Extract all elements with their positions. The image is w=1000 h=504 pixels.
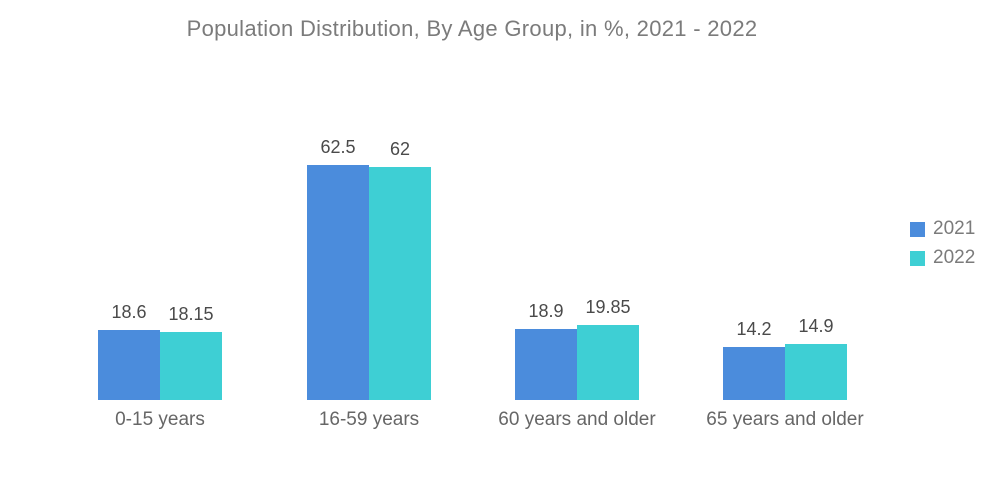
chart-title: Population Distribution, By Age Group, i… — [186, 16, 758, 41]
bar-column: 18.15 — [160, 304, 222, 400]
bar-2022-16-59-years — [369, 167, 431, 400]
category-label: 0-15 years — [115, 409, 205, 430]
bar-column: 18.6 — [98, 302, 160, 400]
legend-label-2022: 2022 — [933, 247, 976, 268]
bar-column: 14.9 — [785, 316, 847, 400]
bar-pair: 18.6 18.15 — [98, 302, 222, 400]
legend: 2021 2022 — [910, 218, 975, 276]
bar-2022-0-15-years — [160, 332, 222, 400]
value-label-2022: 18.15 — [168, 304, 214, 324]
bar-pair: 18.9 19.85 — [515, 297, 639, 400]
value-label-2022: 19.85 — [585, 297, 631, 317]
plot-area: 18.6 18.15 0-15 years 62.5 62 16-59 years 18.9… — [98, 137, 864, 430]
bar-pair: 62.5 62 — [307, 137, 431, 400]
value-label-2022: 62 — [389, 139, 411, 159]
legend-label-2021: 2021 — [933, 218, 976, 239]
value-label-2021: 62.5 — [320, 137, 356, 157]
bar-2022-60-years-and-older — [577, 325, 639, 400]
bar-column: 18.9 — [515, 301, 577, 400]
bar-2021-16-59-years — [307, 165, 369, 400]
legend-swatch-2022-icon — [910, 250, 925, 266]
bar-2021-65-years-and-older — [723, 347, 785, 400]
category-label: 65 years and older — [706, 409, 864, 430]
value-label-2021: 18.6 — [111, 302, 147, 322]
bar-group-1: 62.5 62 16-59 years — [307, 137, 431, 430]
bar-group-0: 18.6 18.15 0-15 years — [98, 302, 222, 430]
bar-column: 14.2 — [723, 319, 785, 400]
bar-column: 62.5 — [307, 137, 369, 400]
legend-swatch-2021-icon — [910, 221, 925, 237]
legend-item-2022[interactable]: 2022 — [910, 247, 975, 269]
bar-group-3: 14.2 14.9 65 years and older — [706, 316, 863, 430]
bar-column: 62 — [369, 139, 431, 400]
bar-group-2: 18.9 19.85 60 years and older — [498, 297, 655, 430]
value-label-2022: 14.9 — [798, 316, 834, 336]
category-label: 60 years and older — [498, 409, 656, 430]
bar-2022-65-years-and-older — [785, 344, 847, 400]
bar-pair: 14.2 14.9 — [723, 316, 847, 400]
bar-2021-60-years-and-older — [515, 329, 577, 400]
value-label-2021: 18.9 — [528, 301, 564, 321]
category-label: 16-59 years — [318, 409, 420, 430]
bar-column: 19.85 — [577, 297, 639, 400]
bar-2021-0-15-years — [98, 330, 160, 400]
legend-item-2021[interactable]: 2021 — [910, 218, 975, 240]
value-label-2021: 14.2 — [736, 319, 772, 339]
